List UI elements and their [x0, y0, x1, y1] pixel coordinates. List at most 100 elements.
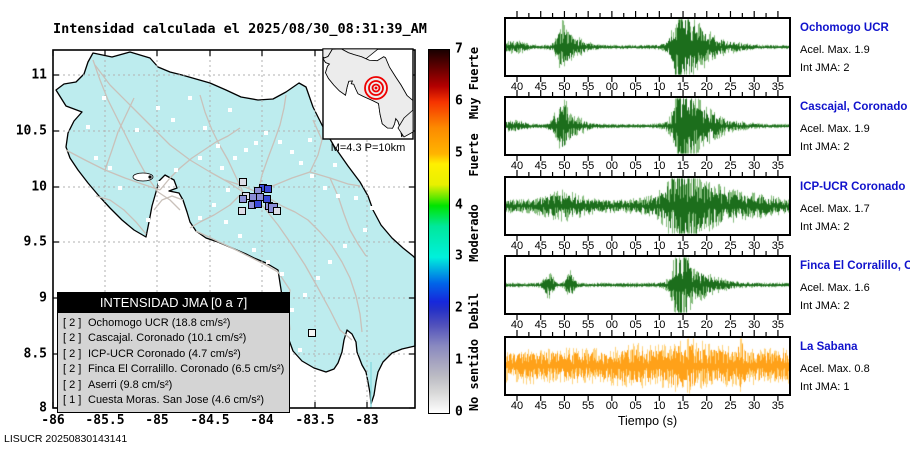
- colorbar-band-label: No sentido: [467, 338, 481, 411]
- legend-intensity-badge: [ 2 ]: [63, 332, 82, 345]
- waveform-x-tick-label: 45: [534, 81, 547, 93]
- station-marker-unfelt: [158, 181, 162, 185]
- map-x-tick-label: -83.5: [295, 413, 335, 428]
- station-marker-felt: [238, 207, 246, 215]
- station-marker-felt: [308, 329, 316, 337]
- waveform-x-tick-label: 45: [534, 240, 547, 252]
- waveform-x-tick-label: 10: [653, 400, 666, 412]
- waveform-trace: [506, 338, 789, 394]
- felt-station-markers: [238, 178, 316, 337]
- station-marker-unfelt: [146, 218, 150, 222]
- station-int-jma: Int JMA: 2: [800, 141, 850, 153]
- legend-station-text: Cuesta Moras. San Jose (4.6 cm/s²): [88, 394, 265, 407]
- station-marker-unfelt: [174, 168, 178, 172]
- waveform-x-tick-label: 00: [605, 400, 618, 412]
- inset-map: [321, 47, 415, 140]
- waveform-x-tick-label: 00: [605, 160, 618, 172]
- magnitude-depth-caption: M=4.3 P=10km: [330, 142, 406, 154]
- map-y-tick-label: 9: [39, 290, 47, 306]
- station-marker-unfelt: [86, 125, 90, 129]
- station-marker-unfelt: [68, 181, 72, 185]
- colorbar-band-label: Moderado: [467, 204, 481, 262]
- legend-row: [ 2 ] Aserri (9.8 cm/s²): [58, 378, 289, 393]
- legend-row: [ 2 ] Cascajal. Coronado (10.1 cm/s²): [58, 331, 289, 346]
- map-x-tick-label: -85: [145, 413, 169, 428]
- station-marker-unfelt: [244, 148, 248, 152]
- station-marker-unfelt: [253, 88, 257, 92]
- colorbar-tick-number: 3: [455, 248, 463, 264]
- colorbar-tick-number: 0: [455, 404, 463, 420]
- map-y-tick-label: 10: [31, 179, 47, 195]
- station-acel-max: Acel. Max. 1.6: [800, 282, 870, 294]
- waveform-x-tick-label: 25: [724, 240, 737, 252]
- legend-body: [ 2 ] Ochomogo UCR (18.8 cm/s²) [ 2 ] Casc…: [57, 313, 290, 414]
- waveform-x-tick-label: 30: [748, 160, 761, 172]
- waveform-x-tick-label: 40: [510, 160, 524, 172]
- unfelt-station-markers: [68, 78, 374, 352]
- station-marker-unfelt: [343, 244, 347, 248]
- station-marker-unfelt: [299, 161, 303, 165]
- station-marker-unfelt: [203, 126, 207, 130]
- waveform-x-tick-label: 25: [724, 160, 737, 172]
- waveform-x-tick-label: 15: [676, 160, 690, 172]
- waveform-x-tick-label: 05: [629, 319, 642, 331]
- waveform-x-tick-label: 35: [771, 319, 785, 331]
- waveform-x-tick-label: 50: [558, 319, 571, 331]
- station-marker-unfelt: [156, 106, 160, 110]
- waveform-trace: [506, 257, 789, 313]
- legend-title: INTENSIDAD JMA [0 a 7]: [57, 292, 290, 313]
- epicenter-marker: [364, 76, 388, 100]
- station-marker-unfelt: [212, 203, 216, 207]
- legend-station-text: ICP-UCR Coronado (4.7 cm/s²): [88, 347, 241, 360]
- station-int-jma: Int JMA: 2: [800, 300, 850, 312]
- lake-island-dot: [148, 175, 152, 179]
- waveform-x-tick-label: 45: [534, 160, 547, 172]
- waveform-x-tick-label: 10: [653, 160, 666, 172]
- waveform-x-tick-label: 45: [534, 319, 547, 331]
- colorbar-tick-number: 5: [455, 145, 463, 161]
- station-acel-max: Acel. Max. 0.8: [800, 363, 870, 375]
- station-name: ICP-UCR Coronado: [800, 181, 906, 193]
- map-y-tick-label: 9.5: [23, 234, 47, 250]
- waveform-x-tick-label: 00: [605, 319, 618, 331]
- station-marker-unfelt: [308, 138, 312, 142]
- waveform-x-tick-label: 30: [748, 81, 761, 93]
- waveform-x-tick-label: 40: [510, 240, 524, 252]
- station-marker-felt: [263, 195, 271, 203]
- station-marker-unfelt: [354, 196, 358, 200]
- station-marker-unfelt: [171, 118, 175, 122]
- map-x-tick-label: -85.5: [85, 413, 125, 428]
- colorbar-tick-number: 1: [455, 352, 463, 368]
- station-marker-unfelt: [184, 228, 188, 232]
- waveform-x-tick-label: 55: [582, 81, 595, 93]
- waveform-x-tick-label: 10: [653, 319, 666, 331]
- intensity-legend: INTENSIDAD JMA [0 a 7] [ 2 ] Ochomogo UCR…: [57, 292, 290, 414]
- station-marker-unfelt: [363, 228, 367, 232]
- legend-row: [ 1 ] Cuesta Moras. San Jose (4.6 cm/s²): [58, 393, 289, 408]
- legend-row: [ 2 ] Ochomogo UCR (18.8 cm/s²): [58, 316, 289, 331]
- waveform-x-tick-label: 45: [534, 400, 547, 412]
- waveform-trace: [506, 178, 789, 234]
- station-marker-unfelt: [198, 216, 202, 220]
- station-marker-unfelt: [226, 188, 230, 192]
- waveform-x-tick-label: 30: [748, 240, 761, 252]
- waveform-trace: [506, 19, 789, 75]
- station-marker-unfelt: [278, 140, 282, 144]
- waveform-x-tick-label: 15: [676, 81, 690, 93]
- waveform-x-tick-label: 15: [676, 400, 690, 412]
- station-marker-unfelt: [316, 276, 320, 280]
- colorbar-tick-number: 6: [455, 93, 463, 109]
- waveform-x-tick-label: 00: [605, 81, 618, 93]
- figure-title: Intensidad calculada el 2025/08/30_08:31…: [53, 21, 427, 37]
- station-marker-unfelt: [118, 186, 122, 190]
- waveform-x-tick-label: 50: [558, 81, 571, 93]
- map-x-tick-label: -84: [250, 413, 274, 428]
- waveform-x-tick-label: 10: [653, 240, 666, 252]
- map-x-tick-label: -83: [355, 413, 379, 428]
- map-x-tick-label: -86: [41, 413, 65, 428]
- legend-intensity-badge: [ 1 ]: [63, 394, 82, 407]
- intensity-colorbar: [428, 49, 450, 414]
- station-marker-unfelt: [108, 166, 112, 170]
- waveform-x-tick-label: 05: [629, 160, 642, 172]
